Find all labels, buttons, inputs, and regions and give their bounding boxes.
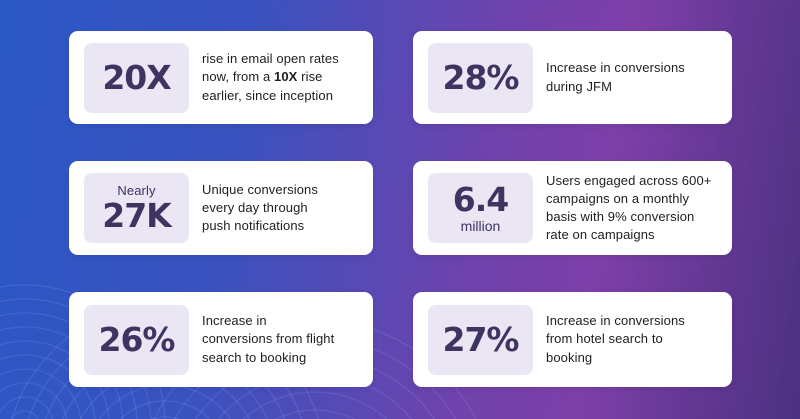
stat-value: 27% xyxy=(442,320,520,359)
stat-description: Users engaged across 600+ campaigns on a… xyxy=(546,172,724,245)
stat-description-segment: Increase in conversions from flight sear… xyxy=(202,313,335,365)
stat-description-segment: Users engaged across 600+ campaigns on a… xyxy=(546,172,712,243)
stat-description: rise in email open rates now, from a 10X… xyxy=(202,50,365,105)
stat-value-box: 27% xyxy=(428,304,533,375)
stat-description: Unique conversions every day through pus… xyxy=(202,181,365,236)
stat-card: 20X rise in email open rates now, from a… xyxy=(69,31,373,124)
stat-value-box: 20X xyxy=(84,42,189,113)
stat-description: Increase in conversions from hotel searc… xyxy=(546,312,724,367)
stat-description-segment: Increase in conversions from hotel searc… xyxy=(546,313,685,365)
stat-description: Increase in conversions from flight sear… xyxy=(202,312,365,367)
stat-value: 26% xyxy=(98,320,176,359)
stat-value-box: 6.4 million xyxy=(428,173,533,243)
stat-value-box: Nearly 27K xyxy=(84,173,189,243)
stat-card: 26% Increase in conversions from flight … xyxy=(69,292,373,387)
stat-card: 28% Increase in conversions during JFM xyxy=(413,31,732,124)
stat-value: 28% xyxy=(442,58,520,97)
stat-description: Increase in conversions during JFM xyxy=(546,59,724,95)
stat-value-box: 28% xyxy=(428,42,533,113)
stat-card: 6.4 million Users engaged across 600+ ca… xyxy=(413,161,732,255)
stat-value-box: 26% xyxy=(84,304,189,375)
stat-value: 27K xyxy=(102,196,171,235)
stat-description-segment: Increase in conversions during JFM xyxy=(546,60,685,94)
stat-description-segment: 10X xyxy=(274,69,298,85)
stat-value: 20X xyxy=(102,58,171,97)
stat-description-segment: rise in email open rates now, from a xyxy=(202,51,339,85)
stat-unit-label: million xyxy=(460,218,501,234)
stat-description-segment: Unique conversions every day through pus… xyxy=(202,181,318,234)
stat-description-segment: rise earlier, since inception xyxy=(202,69,334,103)
stat-card: 27% Increase in conversions from hotel s… xyxy=(413,292,732,387)
stat-card: Nearly 27K Unique conversions every day … xyxy=(69,161,373,255)
stat-value: 6.4 xyxy=(452,180,509,219)
stat-qualifier-label: Nearly xyxy=(117,183,156,198)
